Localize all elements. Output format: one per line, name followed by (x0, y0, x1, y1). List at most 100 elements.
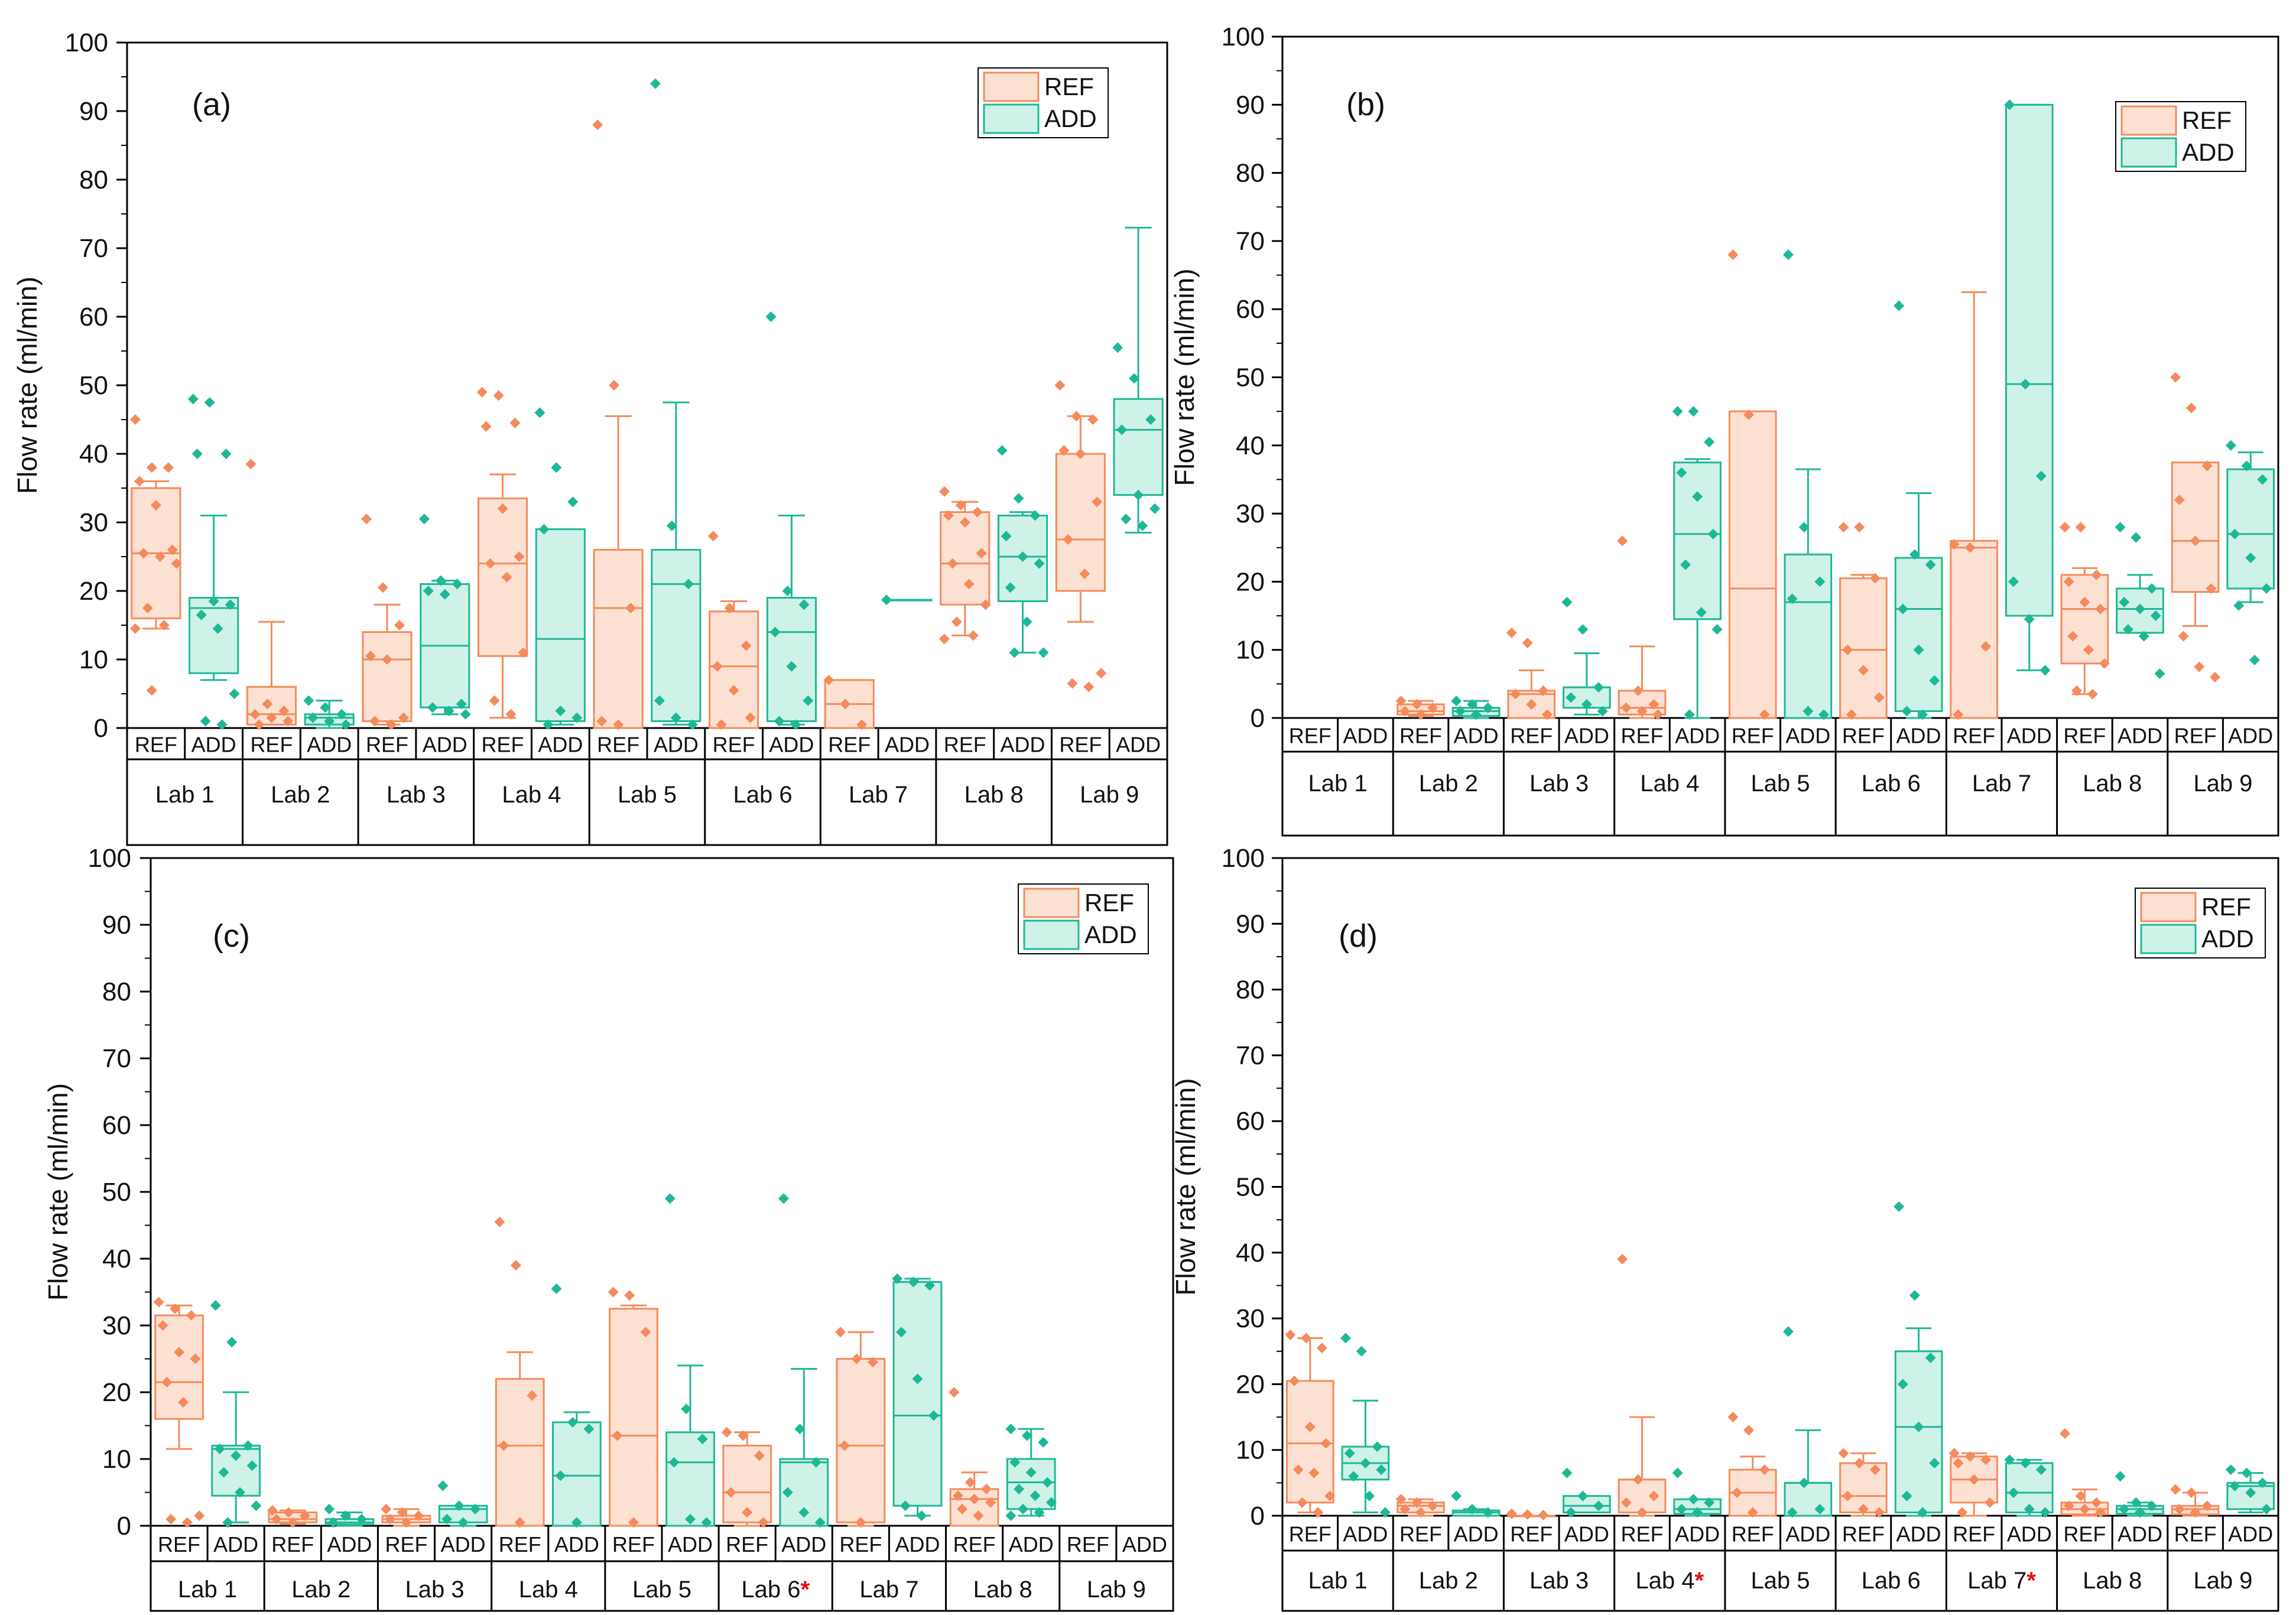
data-point (996, 445, 1008, 456)
data-point (1688, 1494, 1699, 1505)
y-tick-label: 20 (1236, 567, 1265, 596)
y-tick-label: 90 (102, 911, 131, 940)
data-point (245, 459, 256, 470)
data-point (1925, 1352, 1936, 1363)
box-add-lab-9 (1112, 226, 1164, 534)
data-point (1313, 1507, 1324, 1518)
series-label-add: ADD (213, 1532, 258, 1556)
data-point (226, 1337, 238, 1348)
box-add-lab-7 (2004, 99, 2054, 676)
plot-frame (126, 41, 1168, 846)
box-ref-lab-4 (1617, 535, 1667, 720)
y-tick-label: 90 (1236, 90, 1265, 119)
y-tick-label: 90 (1236, 909, 1265, 938)
series-label-ref: REF (713, 733, 755, 757)
panel-a: 0 10 20 30 40 50 60 70 80 90 100 Flow rate (ml/min)… (12, 28, 1168, 846)
data-point (1009, 1457, 1021, 1468)
y-tick-label: 0 (1251, 704, 1265, 733)
box-add-lab-7 (881, 594, 933, 606)
data-point (452, 579, 463, 590)
box-ref-lab-8 (2059, 1428, 2109, 1518)
series-label-ref: REF (612, 1532, 655, 1556)
data-point (2206, 583, 2217, 594)
series-label-add: ADD (1896, 724, 1941, 748)
data-point (129, 414, 141, 425)
data-point (1759, 1464, 1770, 1476)
series-label-ref: REF (2174, 724, 2217, 748)
data-point (1087, 414, 1099, 425)
data-point (1017, 1503, 1028, 1515)
data-point (1379, 1507, 1391, 1518)
lab-label: Lab 9 (2193, 1568, 2252, 1594)
box-add-lab-4 (551, 1283, 602, 1528)
data-point (129, 623, 141, 634)
data-point (1133, 489, 1144, 501)
data-point (210, 1300, 221, 1311)
data-point (1038, 647, 1049, 658)
data-point (2131, 1497, 2142, 1508)
data-point (2063, 576, 2074, 587)
data-point (1814, 1503, 1826, 1515)
box-ref-lab-8 (2059, 522, 2110, 700)
data-point (1541, 709, 1553, 720)
data-point (262, 698, 273, 710)
data-point (439, 589, 450, 600)
data-point (851, 1353, 862, 1364)
data-point (146, 462, 157, 473)
data-point (949, 1387, 960, 1398)
box-ref-lab-2 (1395, 696, 1445, 720)
data-point (538, 524, 550, 535)
data-point (382, 654, 392, 665)
data-point (916, 1510, 927, 1522)
data-point (340, 1510, 351, 1522)
data-point (1838, 1448, 1849, 1459)
data-point (146, 685, 157, 696)
legend-label: REF (2201, 893, 2251, 921)
data-point (985, 1497, 996, 1508)
box-iqr (189, 597, 239, 674)
box-ref-lab-3 (1506, 627, 1556, 720)
series-label-add: ADD (2007, 724, 2052, 748)
data-point (839, 1440, 850, 1451)
data-point (1034, 1507, 1045, 1518)
data-point (1869, 1464, 1881, 1476)
data-point (2261, 1503, 2272, 1515)
data-point (1415, 709, 1427, 720)
lab-label: Lab 4 (1640, 771, 1699, 797)
data-point (1395, 1494, 1407, 1505)
data-point (2004, 1454, 2015, 1465)
data-point (1451, 696, 1462, 707)
data-point (555, 706, 566, 716)
data-point (1149, 503, 1161, 514)
data-point (1854, 522, 1865, 533)
data-point (1372, 1441, 1383, 1452)
data-point (1636, 706, 1648, 717)
data-point (1692, 1507, 1703, 1518)
data-point (856, 719, 868, 730)
data-point (303, 695, 314, 706)
y-tick-label: 10 (102, 1445, 131, 1474)
legend-label: ADD (1044, 105, 1097, 132)
data-point (1692, 491, 1703, 502)
data-point (551, 462, 562, 473)
data-point (712, 661, 723, 672)
lab-label: Lab 7* (1967, 1568, 2036, 1594)
data-point (947, 558, 958, 569)
data-point (2225, 440, 2236, 451)
series-label-add: ADD (441, 1532, 486, 1556)
data-point (157, 1320, 168, 1331)
data-point (150, 500, 161, 511)
series-label-ref: REF (726, 1532, 768, 1556)
data-point (551, 1283, 562, 1294)
data-point (134, 476, 145, 487)
data-point (494, 1216, 505, 1227)
data-point (1913, 1421, 1924, 1432)
data-point (2079, 596, 2090, 607)
data-point (938, 486, 950, 497)
y-tick-label: 80 (102, 977, 131, 1006)
box-iqr (1728, 410, 1777, 719)
data-point (1787, 593, 1798, 605)
series-label-add: ADD (2118, 724, 2162, 748)
data-point (2059, 522, 2070, 533)
data-point (365, 651, 376, 662)
